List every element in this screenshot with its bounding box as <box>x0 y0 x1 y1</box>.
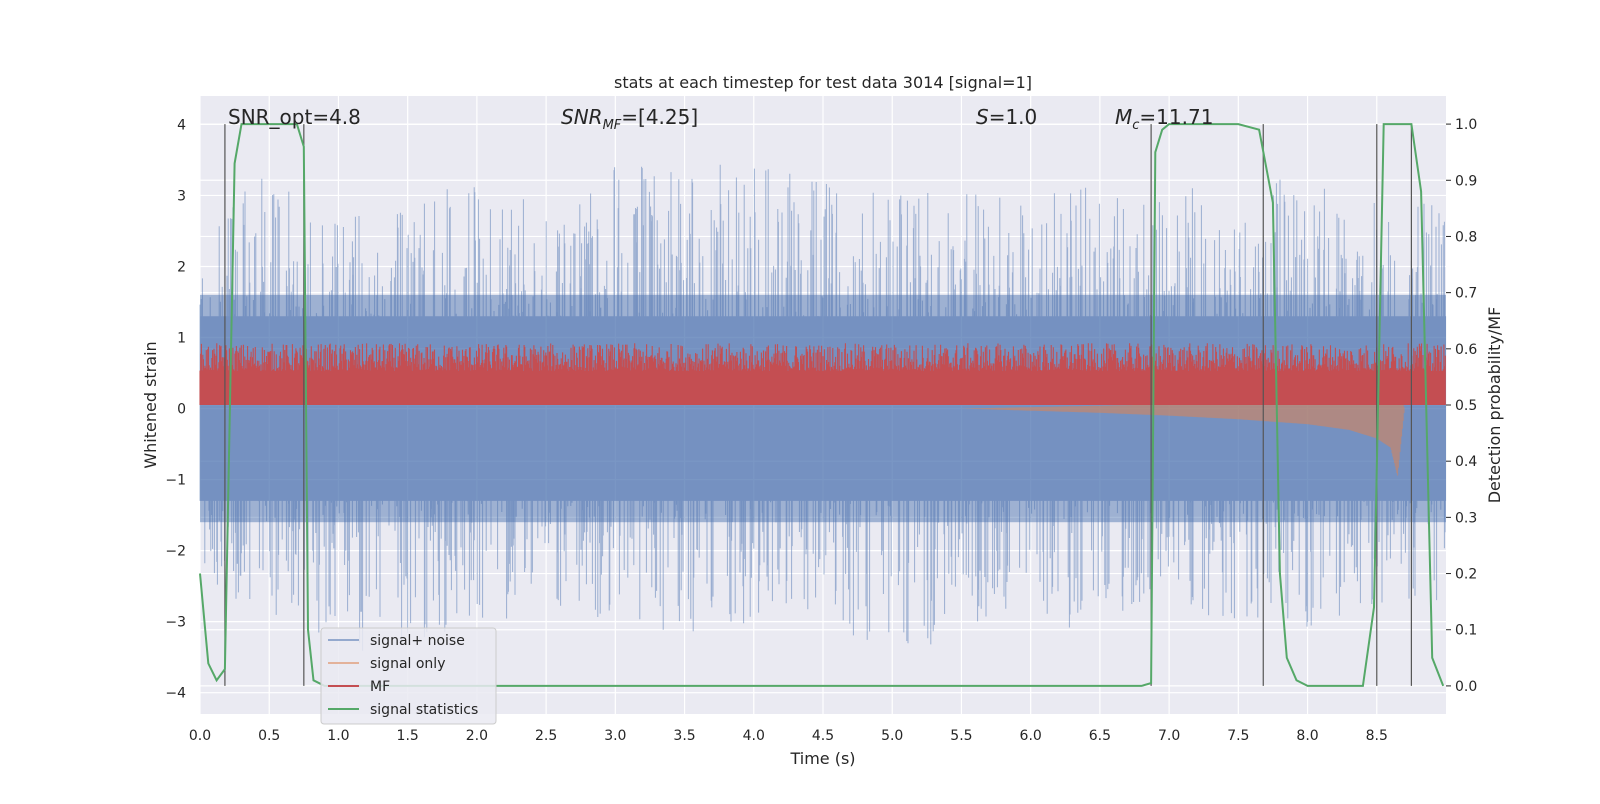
x-tick-label: 2.0 <box>466 728 488 744</box>
x-tick-label: 6.5 <box>1089 728 1111 744</box>
y-tick-label: 1 <box>177 331 186 347</box>
annotation-snr-opt: SNR_opt=4.8 <box>228 105 361 129</box>
x-tick-label: 6.0 <box>1020 728 1042 744</box>
y2-tick-label: 0.8 <box>1455 229 1477 245</box>
legend-box <box>320 627 497 725</box>
y2-tick-label: 0.6 <box>1455 342 1477 358</box>
y-tick-label: 2 <box>177 259 186 275</box>
y-tick-label: −4 <box>165 686 186 702</box>
legend-label-signal-noise: signal+ noise <box>370 633 465 649</box>
y-tick-label: 3 <box>177 188 186 204</box>
signal-only-line <box>961 387 1405 476</box>
annotation-s-label: S <box>976 105 989 129</box>
y2-tick-label: 0.9 <box>1455 173 1477 189</box>
y-tick-label: −2 <box>165 544 186 560</box>
annotation-snr-mf-sub: MF <box>603 118 622 133</box>
series-mf <box>199 343 1446 405</box>
legend: signal+ noise signal only MF signal stat… <box>320 627 497 725</box>
mf-line <box>199 343 1446 405</box>
annotation-mc-sub: c <box>1132 118 1139 133</box>
annotation-s: S=1.0 <box>976 105 1037 129</box>
y-tick-label: −3 <box>165 615 186 631</box>
x-tick-label: 0.0 <box>189 728 211 744</box>
y-tick-label: 0 <box>177 402 186 418</box>
legend-label-signal-statistics: signal statistics <box>370 702 478 718</box>
legend-label-signal-only: signal only <box>370 656 445 672</box>
x-tick-label: 5.0 <box>881 728 903 744</box>
x-tick-label: 1.0 <box>327 728 349 744</box>
x-tick-label: 3.5 <box>673 728 695 744</box>
x-tick-label: 0.5 <box>258 728 280 744</box>
y2-axis-ticks: 0.0 0.1 0.2 0.3 0.4 0.5 0.6 0.7 0.8 0.9 1.0 <box>1446 117 1477 695</box>
y2-axis-label: Detection probability/MF <box>1485 307 1504 504</box>
y-axis-label: Whitened strain <box>141 341 160 468</box>
y2-tick-label: 0.7 <box>1455 286 1477 302</box>
y2-tick-label: 0.4 <box>1455 454 1477 470</box>
annotation-s-value: =1.0 <box>989 105 1038 129</box>
x-tick-label: 3.0 <box>604 728 626 744</box>
annotations: SNR_opt=4.8 SNRMF=[4.25] S=1.0 Mc=11.71 <box>228 105 1213 133</box>
x-tick-label: 7.0 <box>1158 728 1180 744</box>
x-axis-label: Time (s) <box>789 749 855 768</box>
y-axis-ticks: −4 −3 −2 −1 0 1 2 3 4 <box>165 117 186 701</box>
chart-title: stats at each timestep for test data 301… <box>614 73 1032 92</box>
x-tick-label: 8.0 <box>1296 728 1318 744</box>
series-signal-only <box>961 387 1405 476</box>
y2-tick-label: 0.3 <box>1455 510 1477 526</box>
x-tick-label: 8.5 <box>1366 728 1388 744</box>
y2-tick-label: 0.0 <box>1455 679 1477 695</box>
annotation-snr-mf: SNRMF=[4.25] <box>561 105 698 133</box>
y-tick-label: −1 <box>165 473 186 489</box>
annotation-mc-label: M <box>1115 105 1132 129</box>
x-tick-label: 2.5 <box>535 728 557 744</box>
series-signal-statistics <box>199 123 1445 687</box>
y-tick-label: 4 <box>177 117 186 133</box>
x-tick-label: 1.5 <box>397 728 419 744</box>
y2-tick-label: 1.0 <box>1455 117 1477 133</box>
annotation-mc: Mc=11.71 <box>1115 105 1213 133</box>
annotation-mc-value: =11.71 <box>1139 105 1213 129</box>
x-tick-label: 7.5 <box>1227 728 1249 744</box>
plot-area <box>199 96 1447 714</box>
x-tick-label: 4.0 <box>743 728 765 744</box>
legend-label-mf: MF <box>370 679 390 695</box>
y2-tick-label: 0.1 <box>1455 623 1477 639</box>
y2-tick-label: 0.2 <box>1455 567 1477 583</box>
x-tick-label: 5.5 <box>950 728 972 744</box>
x-tick-label: 4.5 <box>812 728 834 744</box>
y2-tick-label: 0.5 <box>1455 398 1477 414</box>
x-axis-ticks: 0.0 0.5 1.0 1.5 2.0 2.5 3.0 3.5 4.0 4.5 5.0 5.5 6.0 6… <box>189 728 1388 744</box>
annotation-snr-mf-value: =[4.25] <box>621 105 698 129</box>
annotation-snr-mf-label: SNR <box>561 105 603 129</box>
signal-statistics-line <box>199 123 1445 687</box>
